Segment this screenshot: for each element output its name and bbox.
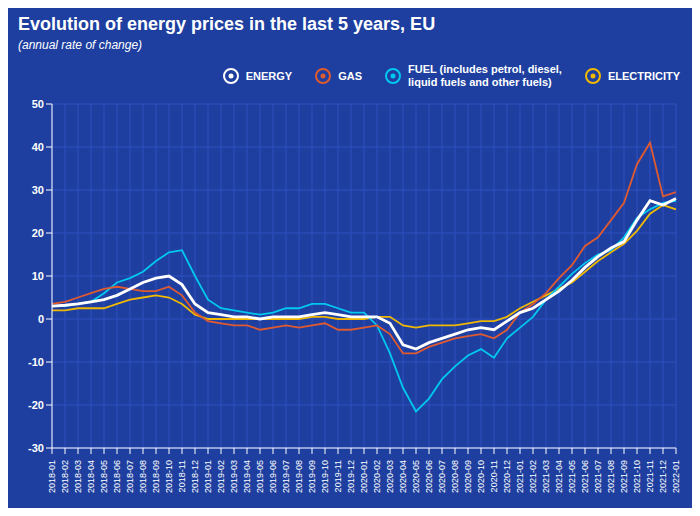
svg-text:2018-08: 2018-08 <box>138 460 148 493</box>
svg-text:0: 0 <box>38 313 44 325</box>
svg-text:2019-05: 2019-05 <box>255 460 265 493</box>
svg-text:2022-01: 2022-01 <box>671 460 681 493</box>
svg-text:2019-07: 2019-07 <box>281 460 291 493</box>
svg-text:2020-06: 2020-06 <box>424 460 434 493</box>
svg-text:20: 20 <box>32 227 44 239</box>
svg-text:2018-10: 2018-10 <box>164 460 174 493</box>
html-text:Evolution of energy prices in: Evolution of energy prices in the last 5… <box>18 14 436 34</box>
svg-text:2021-08: 2021-08 <box>606 460 616 493</box>
svg-text:2018-12: 2018-12 <box>190 460 200 493</box>
svg-text:-30: -30 <box>28 442 44 454</box>
svg-text:40: 40 <box>32 141 44 153</box>
svg-text:2021-04: 2021-04 <box>554 460 564 493</box>
svg-text:2020-11: 2020-11 <box>489 460 499 492</box>
svg-text:10: 10 <box>32 270 44 282</box>
svg-text:2021-01: 2021-01 <box>515 460 525 493</box>
svg-text:2019-04: 2019-04 <box>242 460 252 493</box>
html-text:ENERGY: ENERGY <box>245 69 293 82</box>
svg-text:2019-06: 2019-06 <box>268 460 278 493</box>
svg-text:2018-01: 2018-01 <box>47 460 57 493</box>
svg-text:2021-10: 2021-10 <box>632 460 642 493</box>
svg-text:2021-12: 2021-12 <box>658 460 668 493</box>
svg-text:2018-11: 2018-11 <box>177 460 187 492</box>
svg-text:2021-02: 2021-02 <box>528 460 538 493</box>
svg-text:2019-02: 2019-02 <box>216 460 226 493</box>
svg-text:2020-08: 2020-08 <box>450 460 460 493</box>
svg-text:50: 50 <box>32 98 44 110</box>
svg-text:2019-09: 2019-09 <box>307 460 317 493</box>
svg-text:2019-12: 2019-12 <box>346 460 356 493</box>
svg-text:2018-05: 2018-05 <box>99 460 109 493</box>
svg-text:2019-10: 2019-10 <box>320 460 330 493</box>
svg-text:2021-05: 2021-05 <box>567 460 577 493</box>
html-text:FUEL (includes petrol, diesel,: FUEL (includes petrol, diesel, liquid fu… <box>408 63 562 88</box>
svg-text:2021-06: 2021-06 <box>580 460 590 493</box>
svg-text:2018-09: 2018-09 <box>151 460 161 493</box>
svg-text:2018-06: 2018-06 <box>112 460 122 493</box>
svg-text:2020-12: 2020-12 <box>502 460 512 493</box>
svg-text:2018-02: 2018-02 <box>60 460 70 493</box>
svg-text:2019-08: 2019-08 <box>294 460 304 493</box>
svg-text:2021-11: 2021-11 <box>645 460 655 492</box>
svg-text:2020-10: 2020-10 <box>476 460 486 493</box>
svg-text:2019-03: 2019-03 <box>229 460 239 493</box>
svg-text:2018-03: 2018-03 <box>73 460 83 493</box>
html-text:(annual rate of change): (annual rate of change) <box>18 38 143 52</box>
svg-text:2019-01: 2019-01 <box>203 460 213 493</box>
svg-text:30: 30 <box>32 184 44 196</box>
svg-text:2021-07: 2021-07 <box>593 460 603 493</box>
svg-text:2019-11: 2019-11 <box>333 460 343 492</box>
svg-text:2020-01: 2020-01 <box>359 460 369 493</box>
svg-text:2020-02: 2020-02 <box>372 460 382 493</box>
svg-text:2020-09: 2020-09 <box>463 460 473 493</box>
svg-text:2020-04: 2020-04 <box>398 460 408 493</box>
svg-text:-10: -10 <box>28 356 44 368</box>
svg-text:-20: -20 <box>28 399 44 411</box>
svg-text:2021-03: 2021-03 <box>541 460 551 493</box>
svg-text:2020-07: 2020-07 <box>437 460 447 493</box>
svg-text:2020-03: 2020-03 <box>385 460 395 493</box>
svg-text:2018-04: 2018-04 <box>86 460 96 493</box>
html-text:ELECTRICITY: ELECTRICITY <box>607 69 680 82</box>
svg-text:2021-09: 2021-09 <box>619 460 629 493</box>
html-text:GAS: GAS <box>338 69 362 82</box>
svg-text:2018-07: 2018-07 <box>125 460 135 493</box>
svg-text:2020-05: 2020-05 <box>411 460 421 493</box>
